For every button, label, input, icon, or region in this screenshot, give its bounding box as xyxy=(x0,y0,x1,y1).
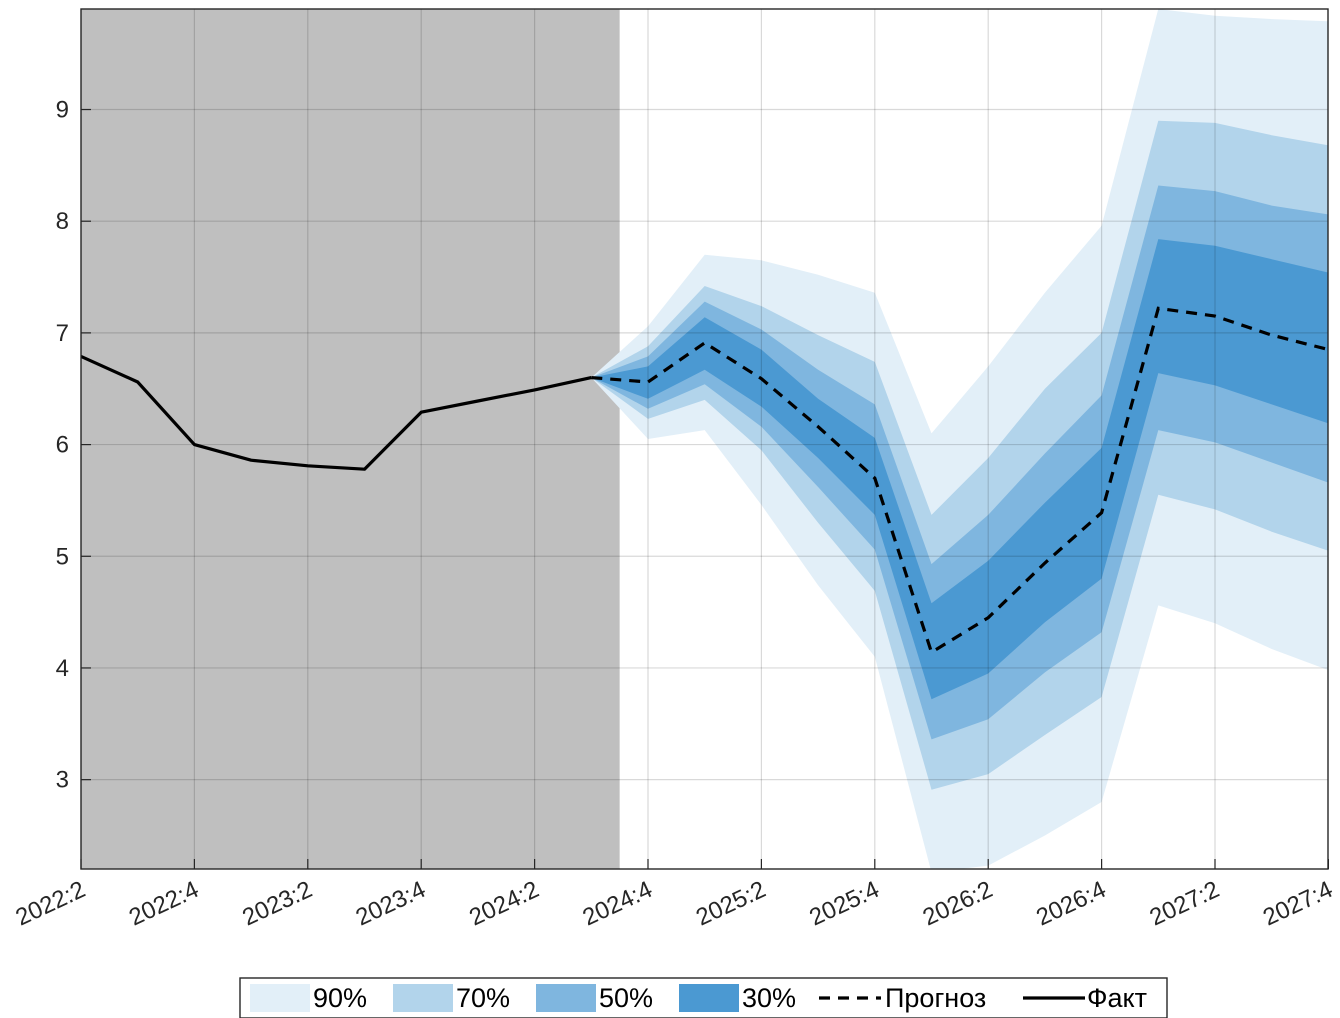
band-30 xyxy=(591,239,1328,700)
axes-box xyxy=(80,8,1329,870)
plot-area xyxy=(81,9,1328,869)
legend-swatch xyxy=(250,984,310,1012)
x-tick-label: 2025:2 xyxy=(692,876,770,931)
x-tick-label: 2024:2 xyxy=(465,876,543,931)
x-tick-label: 2024:4 xyxy=(579,876,657,931)
y-tick-label: 8 xyxy=(56,208,69,235)
x-tick-label: 2023:4 xyxy=(352,876,430,931)
actual-line xyxy=(81,354,592,471)
legend-swatch xyxy=(393,984,453,1012)
legend-label: 50% xyxy=(599,983,653,1013)
history-shade xyxy=(81,9,620,869)
y-tick-label: 4 xyxy=(56,655,69,682)
x-tick-label: 2027:2 xyxy=(1146,876,1224,931)
x-tick-label: 2023:2 xyxy=(238,876,316,931)
legend-swatch xyxy=(536,984,596,1012)
legend-item: 70% xyxy=(393,983,510,1013)
y-tick-label: 5 xyxy=(56,543,69,570)
legend-label: 90% xyxy=(313,983,367,1013)
legend: 90% 70% 50% 30% Прогноз Факт xyxy=(239,977,1168,1018)
y-tick-label: 6 xyxy=(56,432,69,459)
legend-item: Прогноз xyxy=(819,983,986,1013)
x-tick-label: 2027:4 xyxy=(1259,876,1337,931)
x-tick-label: 2022:4 xyxy=(125,876,203,931)
legend-item: 50% xyxy=(536,983,653,1013)
x-tick-label: 2025:4 xyxy=(805,876,883,931)
legend-label: Прогноз xyxy=(885,983,986,1013)
forecast-line xyxy=(591,306,1328,655)
legend-item: 90% xyxy=(250,983,367,1013)
y-tick-label: 3 xyxy=(56,767,69,794)
y-tick-label: 7 xyxy=(56,320,69,347)
legend-label: 70% xyxy=(456,983,510,1013)
legend-label: Факт xyxy=(1087,983,1147,1013)
legend-label: 30% xyxy=(742,983,796,1013)
grid xyxy=(81,9,1328,869)
legend-item: Факт xyxy=(1023,983,1147,1013)
legend-swatch xyxy=(679,984,739,1012)
legend-item: 30% xyxy=(679,983,796,1013)
y-tick-label: 9 xyxy=(56,97,69,124)
x-tick-label: 2026:2 xyxy=(919,876,997,931)
x-tick-label: 2026:4 xyxy=(1032,876,1110,931)
x-tick-label: 2022:2 xyxy=(12,876,90,931)
